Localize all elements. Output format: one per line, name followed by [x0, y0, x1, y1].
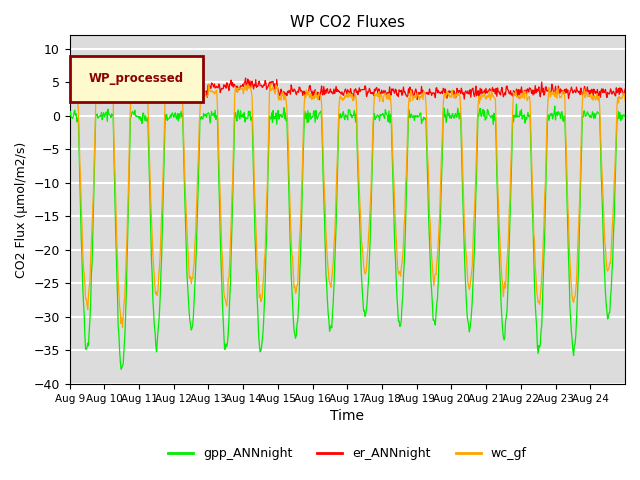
X-axis label: Time: Time: [330, 409, 364, 423]
Title: WP CO2 Fluxes: WP CO2 Fluxes: [290, 15, 405, 30]
FancyBboxPatch shape: [70, 56, 203, 102]
Text: WP_processed: WP_processed: [89, 72, 184, 85]
Legend: gpp_ANNnight, er_ANNnight, wc_gf: gpp_ANNnight, er_ANNnight, wc_gf: [163, 442, 532, 465]
Y-axis label: CO2 Flux (μmol/m2/s): CO2 Flux (μmol/m2/s): [15, 142, 28, 278]
